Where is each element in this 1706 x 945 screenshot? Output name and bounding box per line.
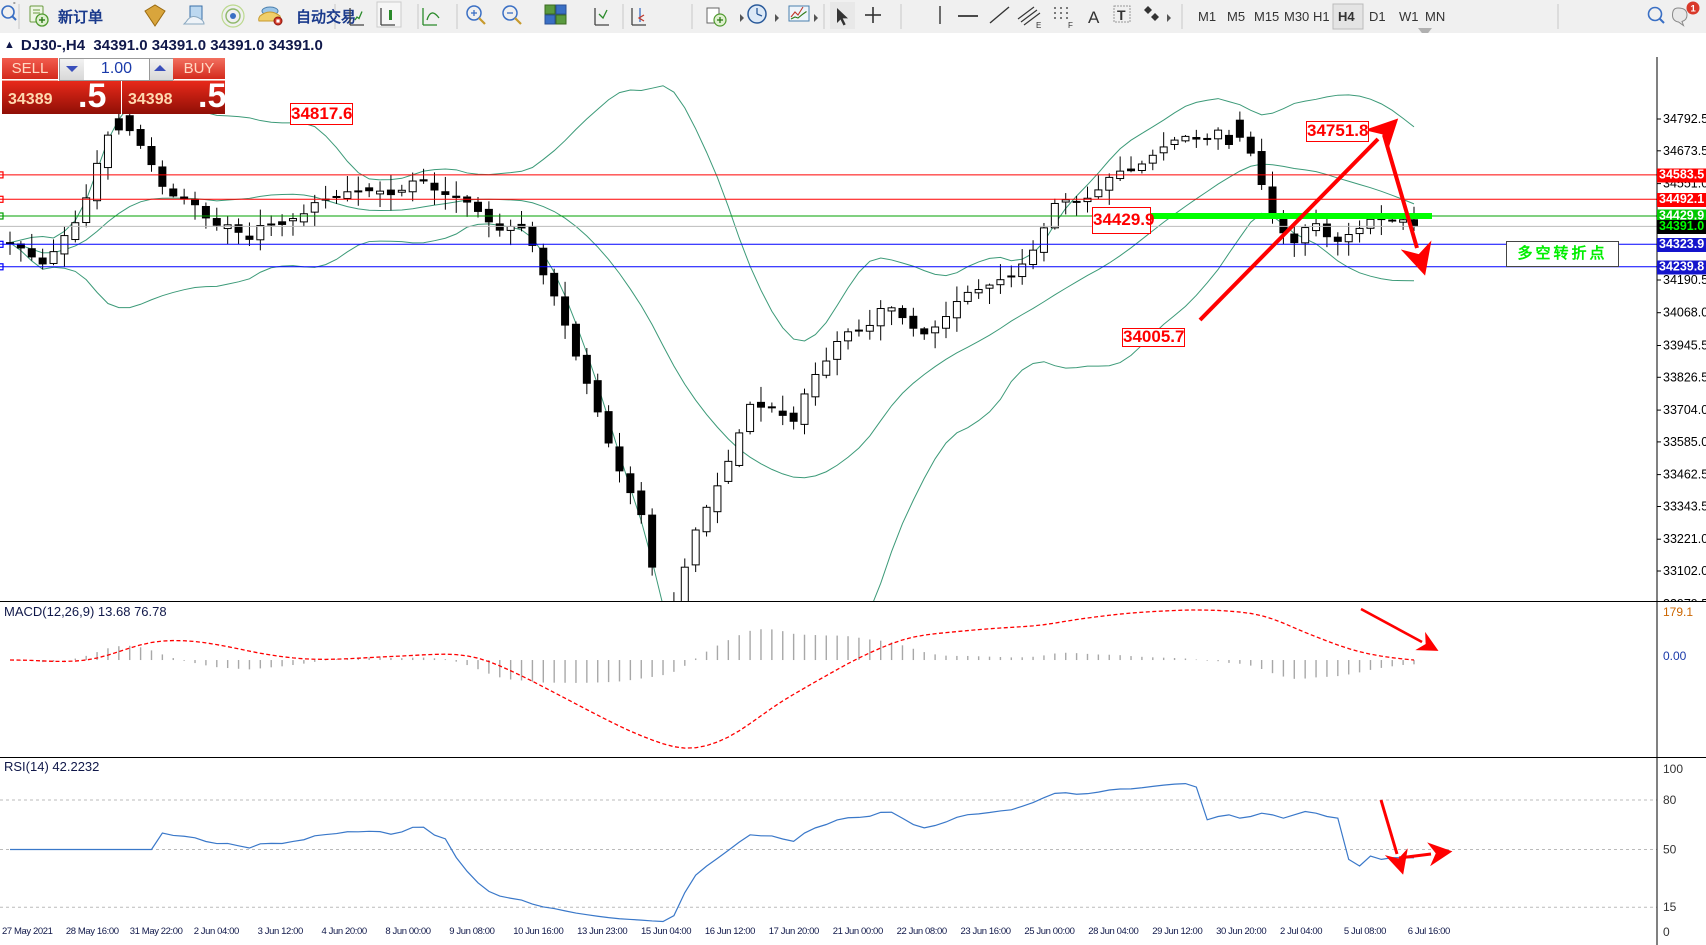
svg-text:33826.5: 33826.5: [1663, 370, 1706, 384]
svg-text:M1: M1: [1198, 9, 1216, 24]
svg-text:34792.5: 34792.5: [1663, 112, 1706, 126]
svg-text:MN: MN: [1425, 9, 1445, 24]
svg-text:34492.1: 34492.1: [1659, 192, 1704, 206]
svg-text:34583.5: 34583.5: [1659, 168, 1704, 182]
svg-text:A: A: [1088, 8, 1100, 27]
svg-text:33343.5: 33343.5: [1663, 500, 1706, 514]
svg-text:33704.0: 33704.0: [1663, 403, 1706, 417]
svg-text:34391.0: 34391.0: [1659, 219, 1704, 233]
svg-text:W1: W1: [1399, 9, 1419, 24]
svg-text:34068.0: 34068.0: [1663, 306, 1706, 320]
svg-text:自动交易: 自动交易: [296, 8, 356, 26]
svg-text:M15: M15: [1254, 9, 1279, 24]
svg-text:33945.5: 33945.5: [1663, 339, 1706, 353]
svg-text:34323.9: 34323.9: [1659, 237, 1704, 251]
svg-text:33221.0: 33221.0: [1663, 532, 1706, 546]
svg-text:1: 1: [1691, 3, 1697, 14]
svg-text:33462.5: 33462.5: [1663, 468, 1706, 482]
svg-text:H4: H4: [1338, 9, 1355, 24]
svg-text:M30: M30: [1284, 9, 1309, 24]
svg-text:新订单: 新订单: [58, 8, 103, 26]
svg-text:E: E: [1036, 21, 1041, 30]
svg-text:T: T: [1117, 7, 1126, 23]
svg-text:F: F: [1068, 21, 1073, 30]
svg-text:M5: M5: [1227, 9, 1245, 24]
svg-text:33585.0: 33585.0: [1663, 435, 1706, 449]
svg-text:34673.5: 34673.5: [1663, 144, 1706, 158]
svg-text:33102.0: 33102.0: [1663, 564, 1706, 578]
svg-text:D1: D1: [1369, 9, 1386, 24]
svg-text:34190.5: 34190.5: [1663, 273, 1706, 287]
svg-text:H1: H1: [1313, 9, 1330, 24]
svg-text:32979.5: 32979.5: [1663, 597, 1706, 601]
svg-text:34239.8: 34239.8: [1659, 260, 1704, 274]
